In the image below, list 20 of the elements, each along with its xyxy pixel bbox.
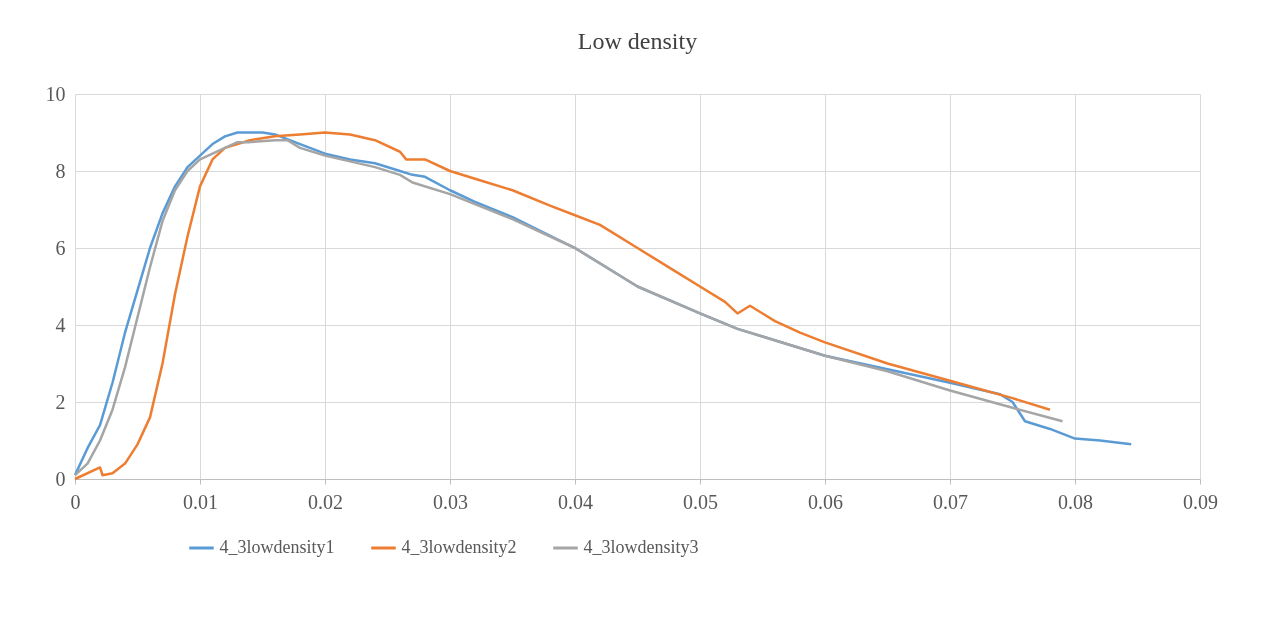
y-tick-label: 8 [55,159,66,182]
x-tick-label: 0.08 [1058,490,1093,513]
y-tick-label: 4 [55,313,66,336]
y-tick-label: 2 [55,390,66,413]
legend-label: 4_3lowdensity3 [583,537,699,557]
x-tick-label: 0.09 [1183,490,1218,513]
x-tick-label: 0.05 [683,490,718,513]
x-tick-label: 0.01 [183,490,218,513]
y-tick-label: 10 [45,82,66,105]
legend-label: 4_3lowdensity1 [219,537,335,557]
legend-label: 4_3lowdensity2 [401,537,517,557]
x-tick-label: 0.04 [558,490,593,513]
x-tick-label: 0.06 [808,490,843,513]
x-tick-label: 0.07 [933,490,968,513]
x-tick-label: 0.03 [433,490,468,513]
x-tick-label: 0.02 [308,490,343,513]
y-tick-label: 0 [55,467,66,490]
y-tick-label: 6 [55,236,66,259]
chart-title: Low density [577,28,698,54]
x-tick-label: 0 [70,490,81,513]
